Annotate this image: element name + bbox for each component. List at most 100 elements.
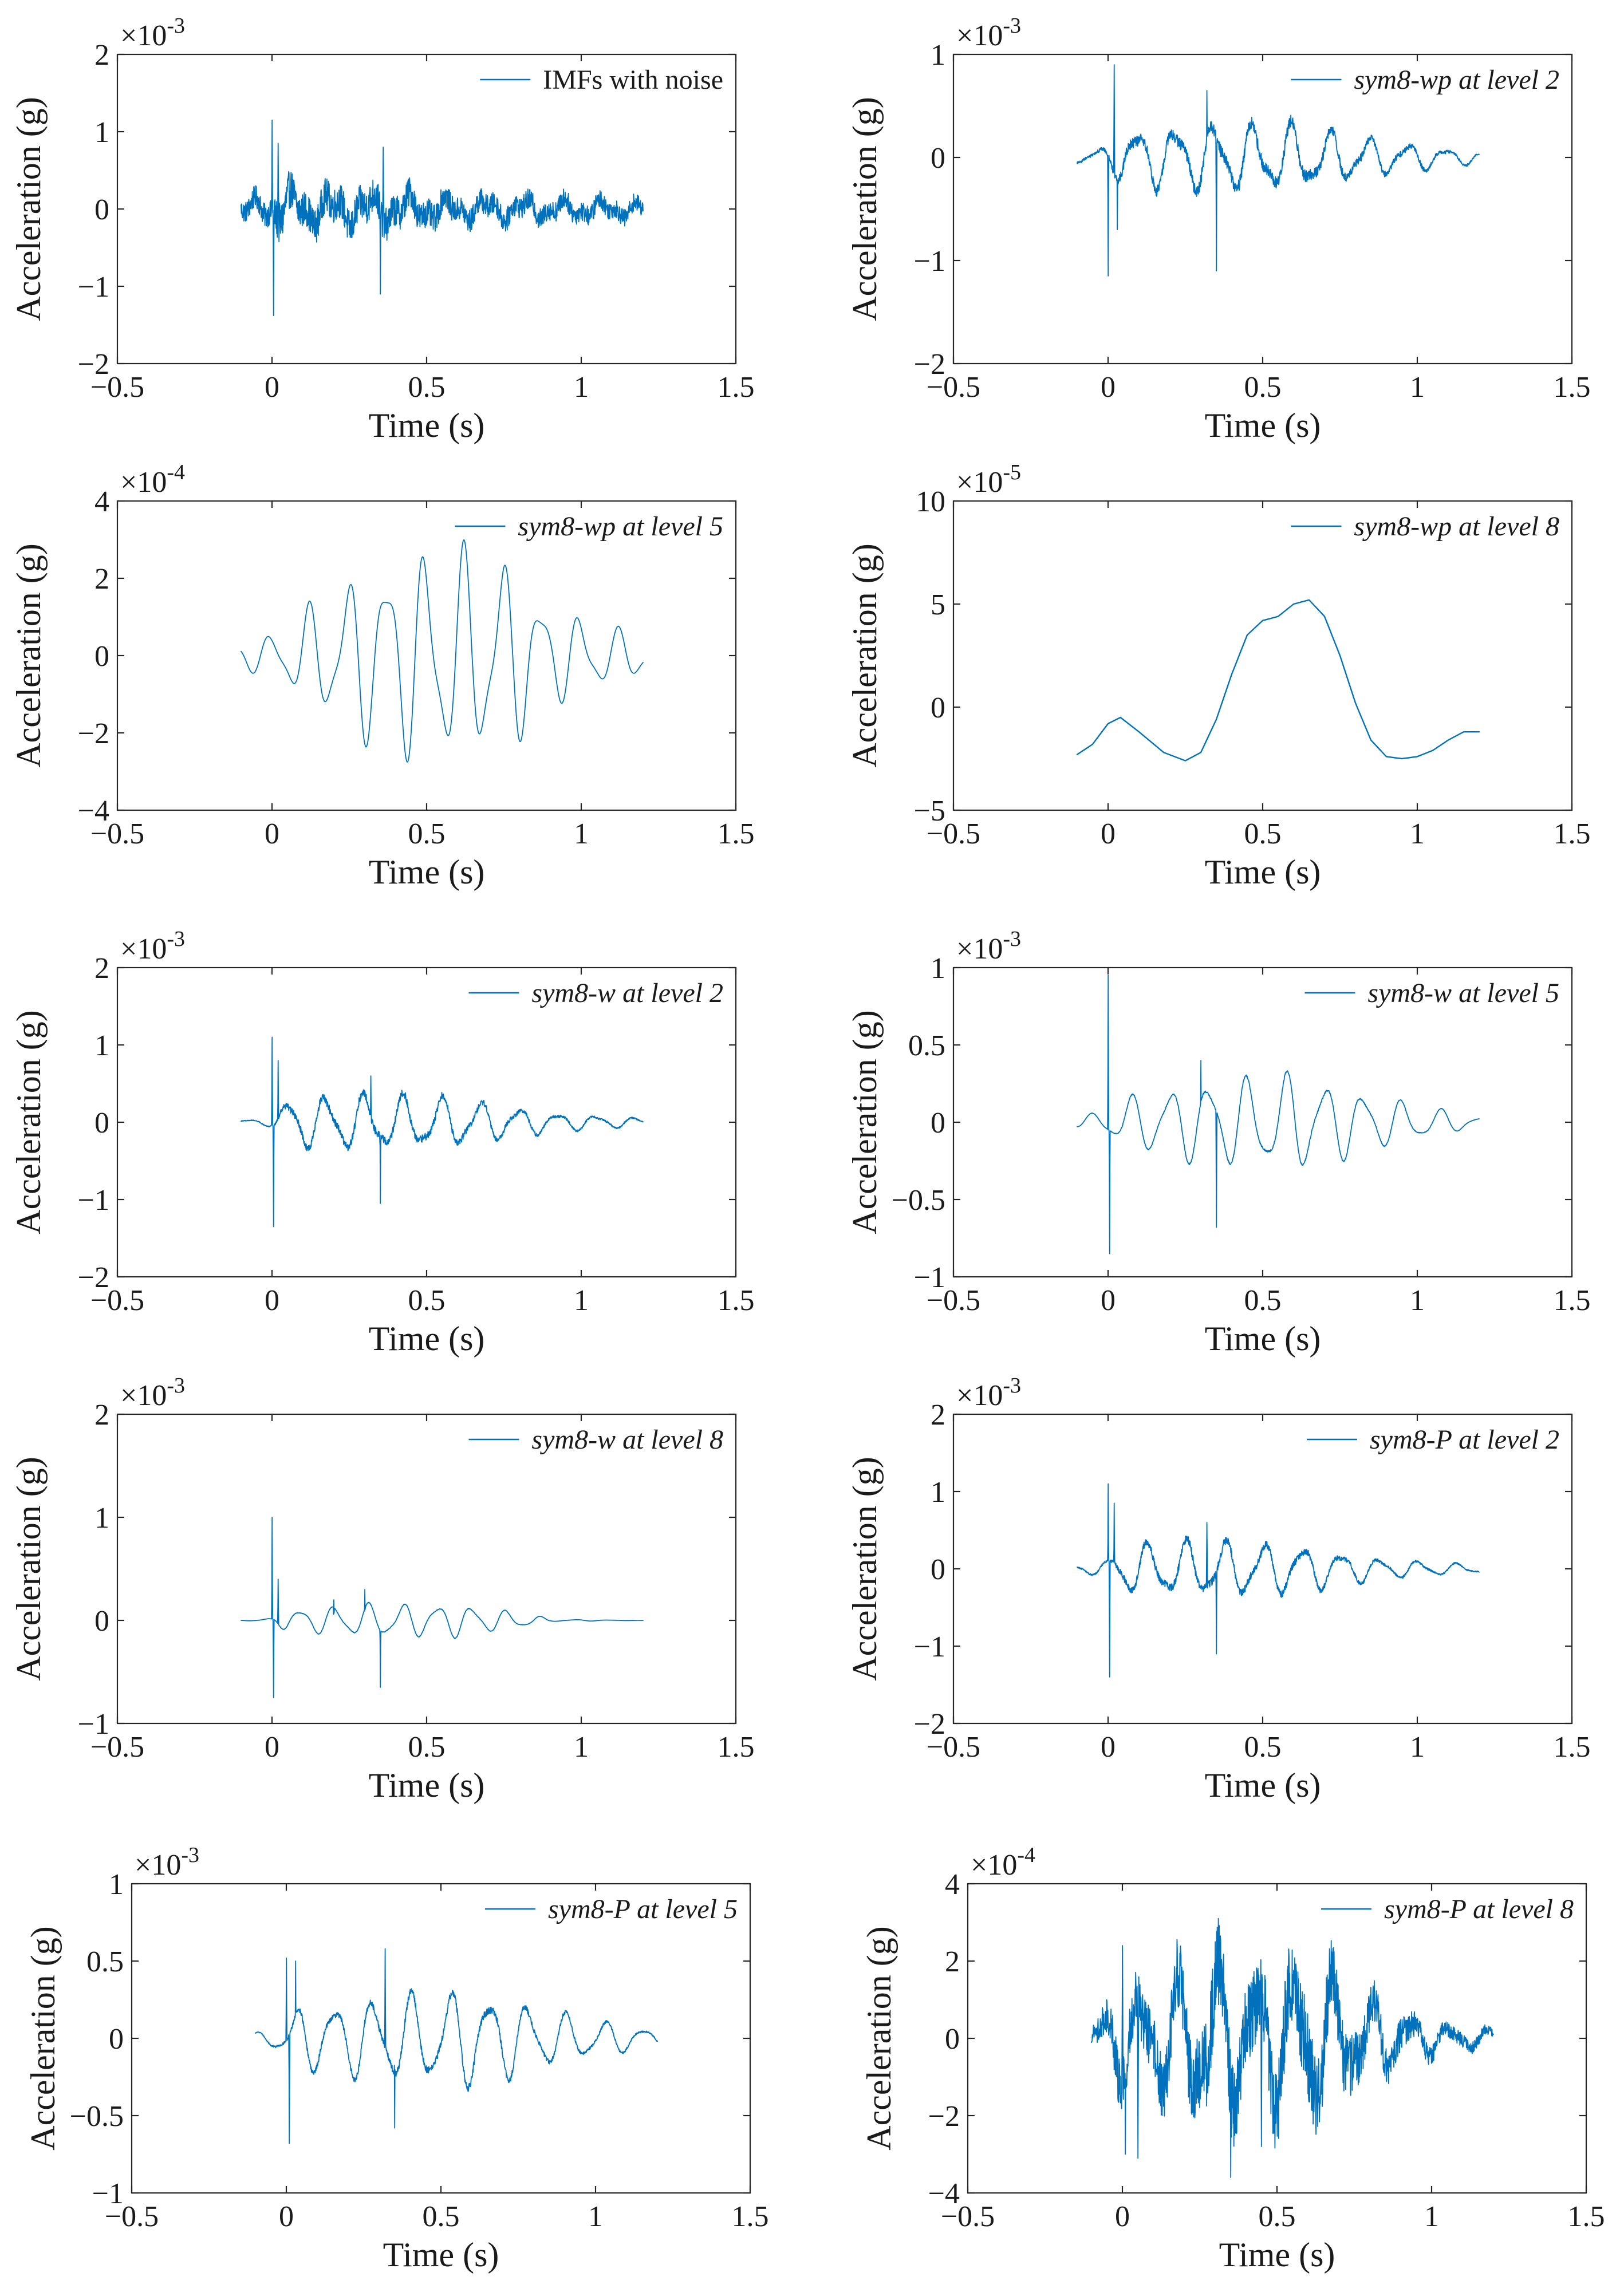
y-tick-label: −1 [78,1708,109,1741]
x-tick-label: 0.5 [408,1284,446,1317]
y-multiplier: ×10-3 [120,14,185,52]
x-tick-label: 0 [1115,2200,1130,2233]
x-tick-label: 1.5 [1554,1731,1591,1764]
x-axis-label: Time (s) [369,407,485,444]
y-tick-label: −1 [914,1261,945,1294]
subplot-4: −0.5 0 0.5 1 1.5 −5 0 5 10 ×10-5 Time (s) Accelerat… [846,460,1591,891]
x-axis-label: Time (s) [1205,853,1321,891]
x-tick-label: 1 [574,818,589,850]
y-tick-label: −2 [78,1261,109,1294]
x-tick-label: 0.5 [408,371,446,404]
x-tick-label: −0.5 [90,1284,144,1317]
series-line-8 [1077,1483,1480,1678]
y-tick-label: 0 [931,1107,945,1139]
y-tick-label: −2 [78,348,109,381]
y-axis-label: Acceleration (g) [846,543,884,767]
legend-label: sym8-wp at level 2 [1354,65,1559,95]
series-line-5 [241,1036,644,1228]
x-tick-label: 1.5 [732,2200,769,2233]
x-tick-label: 0.5 [1244,818,1282,850]
y-tick-label: 0 [94,1605,109,1638]
x-tick-label: 0 [1101,1731,1116,1764]
x-tick-label: 0.5 [1244,1284,1282,1317]
x-axis-label: Time (s) [1219,2236,1335,2274]
x-tick-label: 1 [1410,1284,1425,1317]
axes-box [952,500,1573,811]
y-multiplier: ×10-3 [120,927,185,965]
y-tick-label: −4 [78,795,109,827]
x-tick-label: 1 [588,2200,603,2233]
y-tick-label: −1 [78,1184,109,1217]
x-tick-label: 1.5 [1568,2200,1605,2233]
y-tick-label: −2 [928,2100,960,2133]
x-tick-label: 0.5 [1259,2200,1296,2233]
subplot-1: −0.5 0 0.5 1 1.5 −2 −1 0 1 2 ×10-3 Time (s) Accelera… [10,14,755,444]
y-tick-label: 5 [931,589,945,621]
x-tick-label: 1 [574,371,589,404]
y-axis-label: Acceleration (g) [10,1010,48,1234]
y-tick-label: 2 [931,1399,945,1431]
x-tick-label: −0.5 [105,2200,159,2233]
y-tick-label: 2 [945,1946,960,1978]
x-tick-label: 0.5 [408,818,446,850]
x-tick-label: 0 [1101,1284,1116,1317]
x-tick-label: 0.5 [1244,1731,1282,1764]
legend-label: sym8-P at level 5 [548,1894,738,1924]
y-tick-label: −4 [928,2177,960,2210]
x-tick-label: 1.5 [718,1284,755,1317]
subplot-3: −0.5 0 0.5 1 1.5 −4 −2 0 2 4 ×10-4 Time (s) Accelera… [10,460,755,891]
axes-box [952,966,1573,1278]
legend-label: sym8-w at level 5 [1367,978,1559,1008]
legend-label: sym8-wp at level 5 [518,511,723,542]
y-tick-label: 1 [931,952,945,985]
x-tick-label: 1 [1410,1731,1425,1764]
subplot-5: −0.5 0 0.5 1 1.5 −2 −1 0 1 2 ×10-3 Time (s) Accelera… [10,927,755,1358]
series-line-2 [1077,64,1480,277]
subplot-8: −0.5 0 0.5 1 1.5 −2 −1 0 1 2 ×10-3 Time (s) Accelera… [846,1374,1591,1804]
y-axis-label: Acceleration (g) [10,543,48,767]
y-tick-label: −1 [914,1631,945,1663]
y-tick-label: −0.5 [892,1184,945,1217]
x-tick-label: 1 [1410,371,1425,404]
series-line-10 [1091,1918,1494,2178]
x-axis-label: Time (s) [369,853,485,891]
x-tick-label: 0.5 [408,1731,446,1764]
x-tick-label: −0.5 [941,2200,995,2233]
legend-label: sym8-P at level 2 [1370,1425,1559,1455]
x-tick-label: −0.5 [90,371,144,404]
axes-box [952,1413,1573,1725]
y-tick-label: 2 [94,952,109,985]
y-axis-label: Acceleration (g) [846,97,884,321]
y-tick-label: −2 [914,1708,945,1741]
subplot-10: −0.5 0 0.5 1 1.5 −4 −2 0 2 4 ×10-4 Time (s) Accelera… [860,1843,1605,2274]
legend-label: sym8-P at level 8 [1384,1894,1574,1924]
y-axis-label: Acceleration (g) [24,1926,62,2150]
axes-box [967,1883,1587,2194]
y-axis-label: Acceleration (g) [846,1457,884,1680]
y-tick-label: 1 [94,1502,109,1534]
x-axis-label: Time (s) [1205,1766,1321,1804]
x-axis-label: Time (s) [369,1320,485,1358]
x-tick-label: 0 [265,1731,279,1764]
x-tick-label: 1.5 [718,371,755,404]
y-tick-label: 0 [109,2023,124,2056]
series-line-6 [1077,975,1480,1254]
y-tick-label: 0.5 [86,1946,124,1978]
series-line-7 [241,1517,644,1698]
y-tick-label: 0 [94,640,109,673]
x-tick-label: 1.5 [718,1731,755,1764]
y-tick-label: 0 [94,1107,109,1139]
x-axis-label: Time (s) [383,2236,499,2274]
x-tick-label: 1 [1424,2200,1439,2233]
x-tick-label: 1.5 [1554,371,1591,404]
x-tick-label: 0 [279,2200,294,2233]
x-tick-label: 0.5 [423,2200,460,2233]
x-tick-label: −0.5 [90,1731,144,1764]
axes-box [131,1883,751,2194]
subplot-7: −0.5 0 0.5 1 1.5 −1 0 1 2 ×10-3 Time (s) Accelerati… [10,1374,755,1804]
x-tick-label: 0 [1101,818,1116,850]
legend-label: sym8-wp at level 8 [1354,511,1559,542]
